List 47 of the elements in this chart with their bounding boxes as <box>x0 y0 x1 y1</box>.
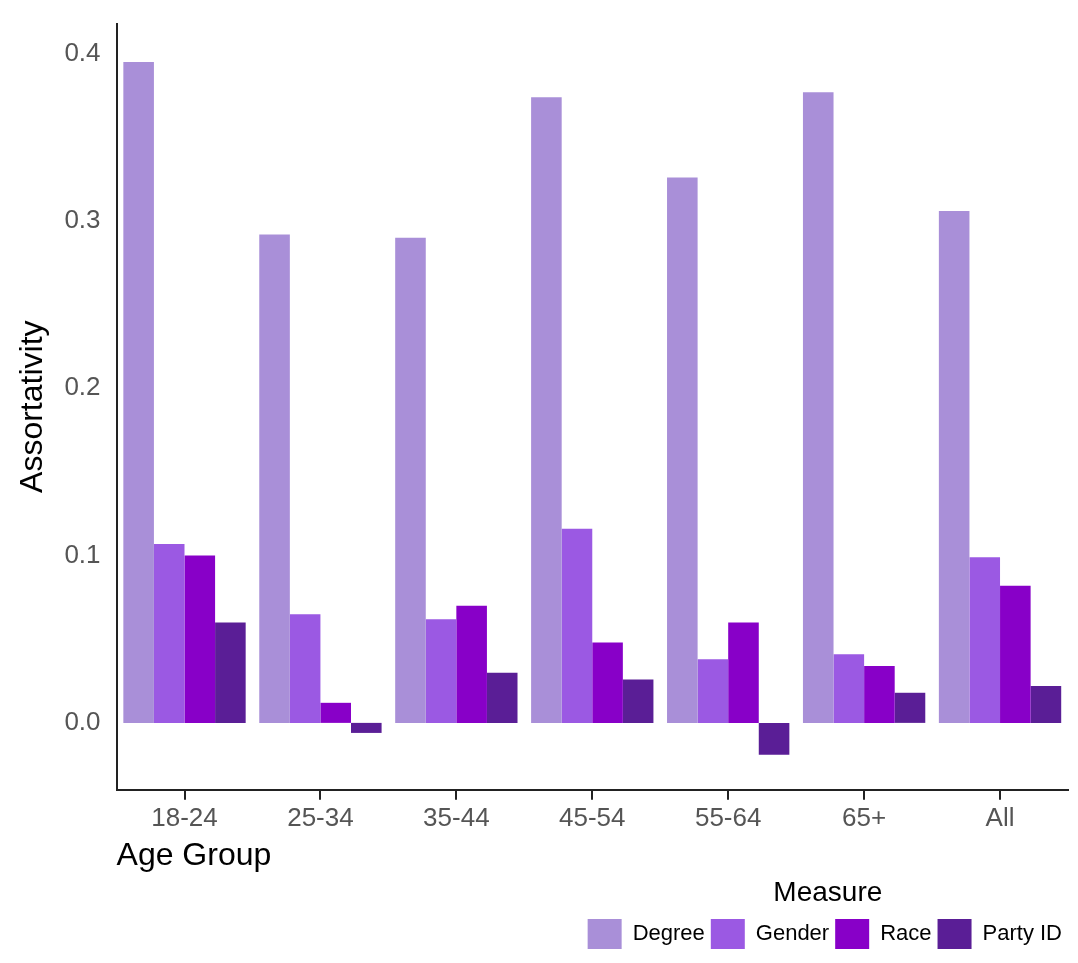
bar <box>969 557 1001 723</box>
bar <box>153 543 185 723</box>
x-axis-title: Age Group <box>116 836 272 873</box>
y-tick-label: 0.1 <box>64 538 101 569</box>
legend-label: Race <box>880 920 932 946</box>
y-tick-label: 0.0 <box>64 706 101 737</box>
y-tick-label: 0.3 <box>64 204 101 235</box>
bar <box>215 622 246 723</box>
bar <box>456 605 487 723</box>
bar <box>395 237 426 723</box>
bar <box>561 528 593 723</box>
legend-title: Measure <box>773 876 883 908</box>
x-tick-label: 18-24 <box>151 801 218 832</box>
bar <box>833 654 865 723</box>
bar <box>802 92 834 723</box>
x-tick-label: All <box>985 801 1015 832</box>
bar <box>259 234 290 723</box>
bar <box>758 722 790 755</box>
legend-label: Gender <box>755 920 830 946</box>
bar <box>938 210 970 723</box>
x-tick-label: 45-54 <box>559 801 626 832</box>
bar <box>592 642 623 723</box>
bar <box>622 679 654 723</box>
x-tick-label: 65+ <box>842 801 887 832</box>
legend-label: Degree <box>632 920 705 946</box>
bar <box>728 622 759 723</box>
bar <box>894 692 926 723</box>
bar <box>697 659 729 723</box>
bar <box>351 722 382 733</box>
bar <box>184 555 216 723</box>
bar <box>486 672 518 723</box>
x-tick-label: 25-34 <box>287 801 354 832</box>
bar <box>1030 686 1062 723</box>
y-tick-label: 0.4 <box>64 36 101 67</box>
bar <box>289 614 321 723</box>
x-tick-label: 35-44 <box>423 801 490 832</box>
y-axis-title: Assortativity <box>13 320 50 493</box>
bar <box>425 619 457 723</box>
x-tick-label: 55-64 <box>694 801 762 832</box>
bar <box>864 666 895 723</box>
legend-label: Party ID <box>982 920 1063 946</box>
bar <box>667 177 698 723</box>
y-tick-label: 0.2 <box>64 371 101 402</box>
bar <box>1000 585 1031 723</box>
bar <box>320 702 352 723</box>
bar <box>531 97 562 723</box>
bar <box>123 62 154 723</box>
